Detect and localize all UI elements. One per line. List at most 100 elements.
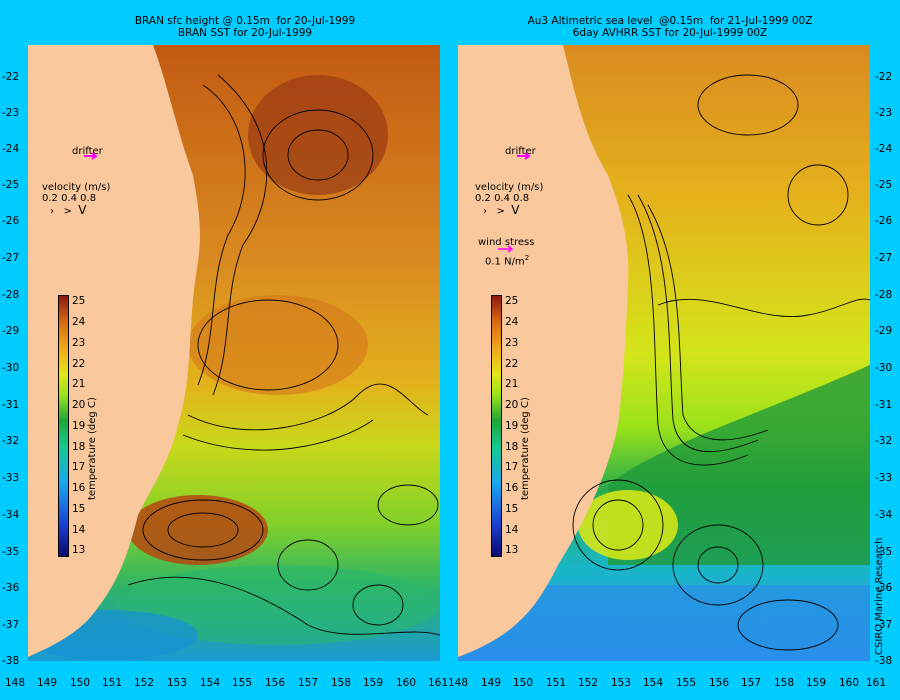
drifter-arrow-icon (517, 152, 531, 160)
lon-tick: 152 (134, 677, 155, 689)
lat-tick: -25 (2, 179, 20, 191)
left-title-line1: BRAN sfc height @ 0.15m for 20-Jul-1999 (134, 15, 356, 27)
lat-tick: -23 (875, 107, 893, 119)
right-title-line1: Au3 Altimetric sea level @0.15m for 21-J… (527, 15, 813, 27)
cbar-tick: 14 (72, 524, 86, 536)
cbar-tick: 19 (72, 420, 86, 432)
lon-tick: 156 (709, 677, 730, 689)
left-colorbar-title: temperature (deg C) (87, 397, 98, 500)
lat-tick: -35 (875, 546, 893, 558)
lat-tick: -33 (2, 472, 20, 484)
lon-tick: 149 (37, 677, 58, 689)
lat-tick: -30 (875, 362, 893, 374)
lat-tick: -34 (875, 509, 893, 521)
left-sst-map (28, 45, 440, 661)
lat-tick: -34 (2, 509, 20, 521)
cbar-tick: 23 (72, 337, 86, 349)
wind-stress-label: wind stress (478, 237, 535, 248)
lat-tick: -33 (875, 472, 893, 484)
right-colorbar-title: temperature (deg C) (520, 397, 531, 500)
lat-tick: -22 (875, 71, 893, 83)
cbar-tick: 21 (72, 378, 86, 390)
left-velocity-values: 0.2 0.4 0.8 (42, 193, 97, 204)
lon-tick: 155 (232, 677, 253, 689)
cbar-tick: 23 (505, 337, 519, 349)
right-drifter-label: drifter (505, 146, 536, 157)
right-sst-map (458, 45, 870, 661)
wind-value-exponent: 2 (524, 254, 530, 262)
lat-tick: -35 (2, 546, 20, 558)
lat-tick: -25 (875, 179, 893, 191)
velocity-arrow-icons: › > V (50, 203, 87, 217)
lon-tick: 154 (643, 677, 664, 689)
right-velocity-values: 0.2 0.4 0.8 (475, 193, 530, 204)
cbar-tick: 20 (505, 399, 519, 411)
cbar-tick: 16 (505, 482, 519, 494)
lon-tick: 160 (396, 677, 417, 689)
lat-tick: -29 (2, 325, 20, 337)
drifter-arrow-icon (84, 152, 98, 160)
wind-stress-value: 0.1 N/m2 (485, 253, 529, 267)
cbar-tick: 25 (72, 295, 86, 307)
lon-tick: 154 (200, 677, 221, 689)
cbar-tick: 21 (505, 378, 519, 390)
cbar-tick: 16 (72, 482, 86, 494)
lat-tick: -27 (875, 252, 893, 264)
lon-tick: 158 (774, 677, 795, 689)
lat-tick: -38 (875, 655, 893, 667)
lat-tick: -38 (2, 655, 20, 667)
lon-tick: 160 (839, 677, 860, 689)
lon-tick: 153 (167, 677, 188, 689)
wind-arrow-icon (498, 245, 514, 253)
cbar-tick: 18 (72, 441, 86, 453)
lon-tick: 152 (578, 677, 599, 689)
lon-tick: 161 (428, 677, 449, 689)
cbar-tick: 24 (505, 316, 519, 328)
cbar-tick: 15 (72, 503, 86, 515)
lat-tick: -27 (2, 252, 20, 264)
lon-tick: 155 (676, 677, 697, 689)
lat-tick: -28 (875, 289, 893, 301)
lon-tick: 151 (102, 677, 123, 689)
lon-tick: 157 (741, 677, 762, 689)
cbar-tick: 24 (72, 316, 86, 328)
lat-tick: -37 (875, 619, 893, 631)
lon-tick: 149 (481, 677, 502, 689)
lon-tick: 148 (5, 677, 26, 689)
lat-tick: -32 (2, 435, 20, 447)
left-velocity-label: velocity (m/s) (42, 182, 111, 193)
cbar-tick: 18 (505, 441, 519, 453)
cbar-tick: 22 (505, 358, 519, 370)
lat-tick: -24 (2, 143, 20, 155)
lon-tick: 151 (546, 677, 567, 689)
cbar-tick: 13 (72, 544, 86, 556)
right-title-line2: 6day AVHRR SST for 20-Jul-1999 00Z (572, 27, 768, 39)
lon-tick: 159 (363, 677, 384, 689)
left-colorbar (58, 295, 69, 557)
lon-tick: 161 (866, 677, 887, 689)
lon-tick: 153 (611, 677, 632, 689)
lat-tick: -22 (2, 71, 20, 83)
lat-tick: -31 (2, 399, 20, 411)
lat-tick: -29 (875, 325, 893, 337)
right-velocity-label: velocity (m/s) (475, 182, 544, 193)
cbar-tick: 22 (72, 358, 86, 370)
lat-tick: -28 (2, 289, 20, 301)
lat-tick: -26 (875, 215, 893, 227)
cbar-tick: 15 (505, 503, 519, 515)
credit-label: CSIRO Marine Research (874, 537, 885, 655)
cbar-tick: 25 (505, 295, 519, 307)
lon-tick: 157 (298, 677, 319, 689)
lat-tick: -24 (875, 143, 893, 155)
lat-tick: -37 (2, 619, 20, 631)
lat-tick: -36 (875, 582, 893, 594)
lat-tick: -26 (2, 215, 20, 227)
cbar-tick: 17 (505, 461, 519, 473)
lat-tick: -32 (875, 435, 893, 447)
velocity-arrow-icons: › > V (483, 203, 520, 217)
lon-tick: 158 (331, 677, 352, 689)
right-colorbar (491, 295, 502, 557)
wind-value-text: 0.1 N/m (485, 256, 525, 268)
left-title-line2: BRAN SST for 20-Jul-1999 (177, 27, 313, 39)
cbar-tick: 19 (505, 420, 519, 432)
